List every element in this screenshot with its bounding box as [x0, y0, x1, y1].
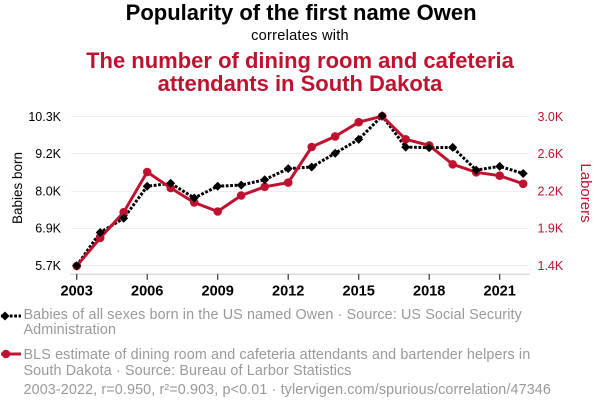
svg-text:1.9K: 1.9K — [538, 222, 564, 236]
svg-text:1.4K: 1.4K — [538, 259, 564, 273]
svg-text:10.3K: 10.3K — [28, 110, 61, 124]
svg-text:6.9K: 6.9K — [35, 222, 61, 236]
svg-text:Babies born: Babies born — [10, 152, 25, 224]
svg-text:2.6K: 2.6K — [538, 147, 564, 161]
svg-text:8.0K: 8.0K — [35, 184, 61, 198]
svg-text:2009: 2009 — [201, 283, 233, 299]
svg-text:9.2K: 9.2K — [35, 147, 61, 161]
svg-text:2021: 2021 — [483, 283, 515, 299]
svg-text:2.2K: 2.2K — [538, 184, 564, 198]
svg-text:2012: 2012 — [272, 283, 304, 299]
svg-text:5.7K: 5.7K — [35, 259, 61, 273]
svg-text:2018: 2018 — [413, 283, 445, 299]
svg-text:Laborers: Laborers — [577, 163, 594, 222]
svg-text:2003: 2003 — [60, 283, 92, 299]
svg-text:3.0K: 3.0K — [538, 110, 564, 124]
svg-text:2015: 2015 — [342, 283, 374, 299]
svg-text:2006: 2006 — [131, 283, 163, 299]
